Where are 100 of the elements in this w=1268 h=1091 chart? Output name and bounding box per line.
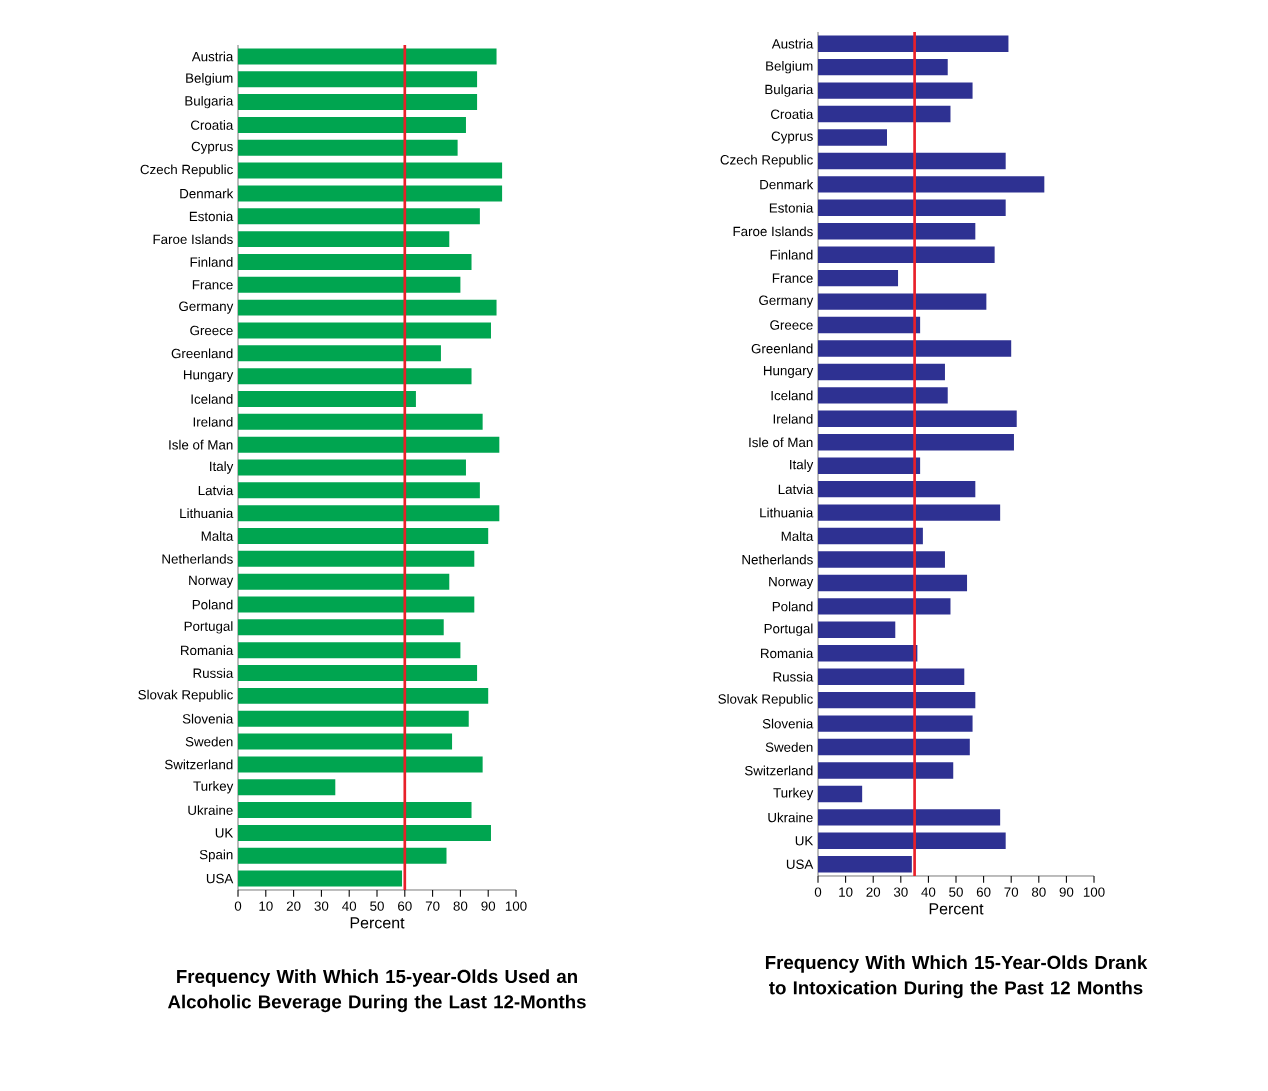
bar [238, 665, 478, 682]
bar [238, 208, 480, 225]
bar [818, 35, 1009, 52]
x-tick-label: 0 [814, 887, 822, 897]
y-tick-label: Greece [190, 325, 233, 336]
bar [238, 345, 441, 362]
y-tick-label: Sweden [185, 736, 233, 747]
bar [238, 710, 469, 727]
bar [818, 457, 921, 474]
y-tick-label: Greenland [751, 343, 813, 354]
x-tick-label: 90 [1059, 887, 1074, 897]
bar [818, 574, 968, 592]
y-tick-label: Turkey [773, 787, 814, 801]
y-tick-label: France [192, 280, 233, 290]
x-tick-label: 90 [481, 901, 496, 911]
y-tick-label: Russia [773, 671, 814, 682]
bar [238, 802, 472, 819]
x-axis-title: Percent [929, 903, 984, 915]
bar [238, 528, 489, 545]
bar [238, 413, 483, 430]
y-tick-label: Ukraine [768, 812, 813, 823]
bar [238, 276, 461, 293]
x-tick-label: 10 [839, 887, 853, 897]
bar [818, 176, 1045, 193]
bar [818, 269, 899, 287]
bar [238, 573, 450, 590]
bar [818, 293, 987, 310]
y-tick-label: Spain [199, 849, 233, 862]
y-tick-label: Croatia [770, 109, 814, 119]
bar [818, 645, 918, 662]
bar [818, 691, 976, 709]
y-tick-label: Lithuania [180, 508, 234, 519]
y-tick-label: Estonia [189, 211, 234, 222]
bar [818, 527, 923, 545]
bar [818, 480, 976, 498]
bar [818, 223, 976, 240]
y-tick-label: Isle of Man [169, 439, 233, 450]
y-tick-label: Portugal [184, 621, 233, 634]
y-tick-label: Poland [772, 601, 813, 612]
x-tick-label: 70 [1004, 887, 1019, 897]
y-tick-label: Norway [769, 576, 814, 589]
x-tick-label: 30 [314, 901, 329, 911]
bar [818, 152, 1006, 170]
y-tick-label: Malta [201, 531, 234, 541]
bar [818, 832, 1006, 850]
y-tick-label: Czech Republic [140, 164, 233, 177]
y-tick-label: Germany [179, 301, 234, 314]
bar [818, 199, 1006, 217]
bar [238, 824, 491, 841]
x-axis-title: Percent [350, 917, 405, 929]
bar [238, 847, 447, 864]
y-tick-label: Belgium [186, 73, 233, 86]
y-tick-label: Estonia [769, 202, 814, 213]
y-tick-label: Netherlands [162, 553, 233, 564]
x-tick-label: 40 [342, 901, 357, 911]
y-tick-label: Portugal [764, 623, 813, 637]
y-tick-label: Poland [192, 599, 233, 610]
y-tick-label: Latvia [198, 485, 234, 496]
y-tick-label: Ukraine [188, 805, 233, 815]
y-tick-label: France [772, 273, 813, 283]
y-tick-label: Russia [193, 668, 234, 678]
y-tick-label: Austria [771, 38, 814, 49]
bar [818, 340, 1012, 357]
bar [238, 368, 472, 385]
bar [818, 762, 954, 779]
text: Frequency With Which 15-year-Olds Used an Alcoholic Beverage During the Last 12-Months [167, 969, 586, 1013]
x-tick-label: 20 [286, 901, 301, 911]
y-tick-label: Faroe Islands [733, 226, 813, 237]
bar [818, 738, 970, 756]
bar [238, 94, 478, 111]
y-tick-label: Iceland [191, 394, 233, 404]
y-tick-label: Finland [770, 249, 813, 260]
y-tick-label: Ireland [193, 416, 233, 427]
y-tick-label: USA [206, 873, 234, 884]
bar [238, 779, 336, 796]
bar [238, 71, 478, 88]
y-tick-label: Romania [761, 648, 814, 659]
bar [238, 870, 403, 887]
y-tick-label: Romania [181, 645, 234, 656]
y-tick-label: Slovenia [762, 718, 814, 729]
bar [818, 809, 1001, 826]
bar [238, 253, 472, 270]
y-tick-label: Slovak Republic [138, 689, 233, 703]
y-tick-label: Hungary [183, 370, 234, 383]
y-tick-label: Austria [191, 51, 234, 62]
y-tick-label: Czech Republic [720, 154, 813, 168]
y-tick-label: Isle of Man [749, 437, 813, 448]
bar [818, 434, 1014, 451]
x-tick-label: 50 [370, 901, 384, 911]
y-tick-label: Latvia [778, 484, 814, 495]
bar [238, 687, 489, 704]
y-tick-label: Denmark [760, 179, 814, 190]
y-tick-label: Netherlands [742, 554, 813, 565]
y-tick-label: Malta [781, 531, 814, 541]
bar [238, 550, 475, 567]
bar [818, 598, 951, 615]
bar [818, 856, 912, 873]
bar [238, 116, 466, 133]
bar [818, 785, 863, 803]
y-tick-label: Croatia [190, 120, 234, 130]
